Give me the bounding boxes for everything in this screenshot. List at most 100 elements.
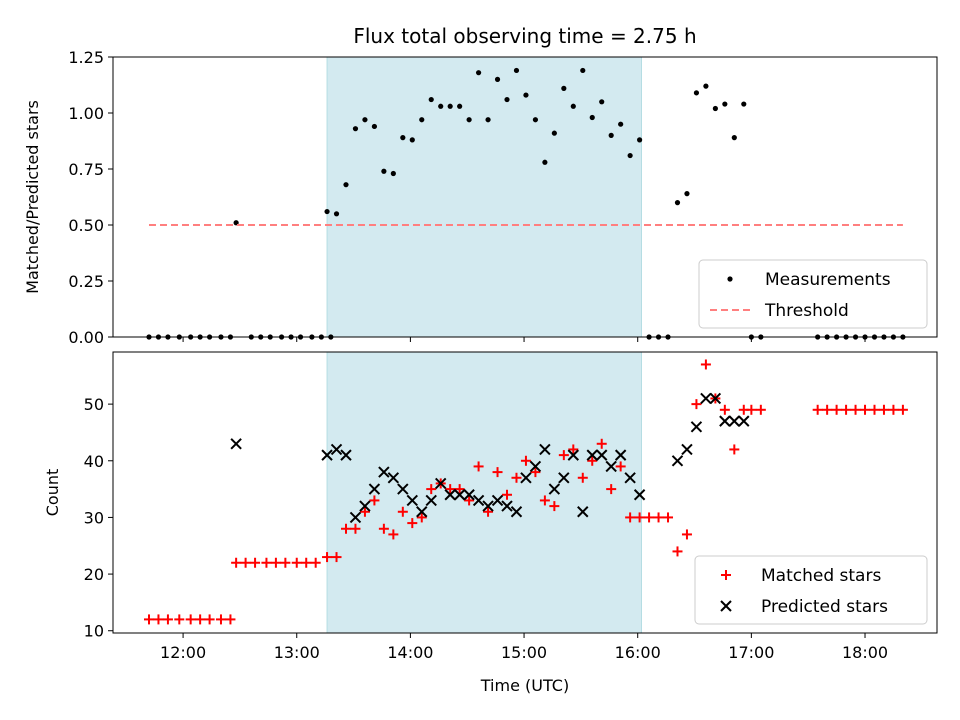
- top-data-point: [504, 96, 510, 103]
- bottom-data-point: [472, 494, 485, 507]
- bottom-series-matched-stars: [143, 359, 908, 625]
- top-axes-frame: [112, 56, 938, 338]
- top-data-point: [741, 101, 747, 107]
- top-data-point: [438, 103, 444, 109]
- top-data-point: [352, 126, 359, 132]
- marker-stroke: [321, 449, 333, 461]
- top-data-point: [324, 208, 330, 215]
- bottom-data-point: [416, 506, 428, 518]
- marker-stroke: [539, 443, 551, 456]
- bottom-data-point: [614, 449, 627, 461]
- bottom-data-point: [587, 455, 598, 466]
- top-data-point: [333, 211, 340, 217]
- bottom-data-point: [548, 483, 561, 495]
- bottom-data-point: [728, 415, 741, 427]
- bottom-data-point: [231, 557, 242, 568]
- bottom-data-point: [690, 421, 703, 433]
- bottom-data-point: [625, 512, 636, 523]
- top-y-tick-label: 0.50: [68, 216, 104, 235]
- bottom-data-point: [406, 494, 418, 507]
- bottom-data-point: [700, 392, 712, 405]
- marker-stroke: [491, 494, 504, 507]
- top-data-point: [494, 76, 501, 82]
- bottom-x-axis-label: Time (UTC): [480, 676, 569, 695]
- marker-stroke: [709, 392, 722, 405]
- bottom-data-point: [672, 546, 683, 557]
- marker-stroke: [700, 392, 712, 405]
- bottom-data-point: [280, 557, 291, 568]
- top-y-tick-label: 0.00: [68, 328, 104, 347]
- top-data-point: [542, 159, 548, 165]
- top-data-point: [390, 170, 396, 177]
- top-legend: Measurements Threshold: [698, 259, 928, 329]
- marker-stroke: [340, 449, 352, 461]
- bottom-data-point: [755, 404, 766, 415]
- marker-stroke: [387, 472, 400, 484]
- bottom-data-point: [850, 404, 861, 415]
- top-data-point: [589, 114, 595, 121]
- bottom-data-point: [387, 472, 400, 484]
- top-data-point: [580, 67, 586, 74]
- top-data-point: [551, 130, 557, 136]
- bottom-data-point: [473, 461, 484, 472]
- bottom-data-point: [729, 444, 740, 455]
- top-data-point: [599, 99, 605, 105]
- bottom-data-point: [195, 614, 206, 625]
- bottom-data-point: [321, 449, 333, 461]
- bottom-data-point: [340, 523, 351, 534]
- bottom-y-tick-label: 10: [84, 622, 104, 641]
- bottom-data-point: [359, 500, 371, 512]
- marker-stroke: [671, 455, 684, 467]
- bottom-data-point: [291, 557, 302, 568]
- top-data-point: [381, 168, 387, 174]
- bottom-data-point: [330, 443, 343, 456]
- bottom-data-point: [483, 506, 494, 517]
- bottom-data-point: [425, 494, 437, 507]
- marker-stroke: [567, 449, 580, 461]
- marker-stroke: [368, 483, 381, 495]
- bottom-series-predicted-stars: [230, 392, 750, 524]
- bottom-data-point: [539, 495, 550, 506]
- marker-stroke: [633, 489, 646, 501]
- marker-stroke: [349, 511, 362, 524]
- marker-stroke: [720, 600, 732, 612]
- bottom-data-point: [869, 404, 880, 415]
- bottom-data-point: [605, 460, 617, 473]
- marker-stroke: [681, 443, 693, 456]
- top-legend-box: [698, 259, 928, 329]
- bottom-data-point: [270, 557, 281, 568]
- bottom-data-point: [444, 489, 456, 501]
- bottom-data-point: [464, 495, 475, 506]
- bottom-data-point: [539, 443, 551, 456]
- top-data-point: [419, 117, 425, 123]
- bottom-data-point: [568, 444, 579, 455]
- bottom-y-axis-label: Count: [43, 469, 62, 517]
- bottom-data-point: [615, 461, 626, 472]
- bottom-observing-window: [326, 351, 642, 634]
- top-legend-swatch-dot: [727, 276, 733, 282]
- bottom-data-point: [812, 404, 823, 415]
- top-data-point: [608, 132, 614, 138]
- marker-stroke: [444, 489, 456, 501]
- top-data-point: [513, 67, 520, 74]
- top-panel: 0.00 0.25 0.50 0.75 1.00 1.25 Matched/Predicte…: [23, 48, 938, 347]
- bottom-data-point: [633, 489, 646, 501]
- bottom-data-point: [378, 523, 389, 534]
- bottom-data-point: [558, 472, 570, 484]
- bottom-data-point: [482, 500, 494, 512]
- marker-stroke: [378, 466, 390, 478]
- bottom-data-point: [492, 467, 503, 478]
- bottom-legend-label: Matched stars: [761, 566, 881, 586]
- bottom-data-point: [878, 404, 889, 415]
- bottom-data-point: [511, 472, 522, 483]
- bottom-x-tick-label: 13:00: [274, 643, 320, 662]
- marker-stroke: [510, 506, 523, 518]
- top-data-point: [466, 117, 472, 123]
- chart-title: Flux total observing time = 2.75 h: [353, 24, 696, 48]
- bottom-x-tick-label: 15:00: [501, 643, 547, 662]
- bottom-data-point: [663, 512, 674, 523]
- bottom-data-point: [349, 511, 362, 524]
- bottom-data-point: [143, 614, 154, 625]
- bottom-legend-box: [694, 555, 928, 625]
- top-observing-window: [326, 56, 642, 338]
